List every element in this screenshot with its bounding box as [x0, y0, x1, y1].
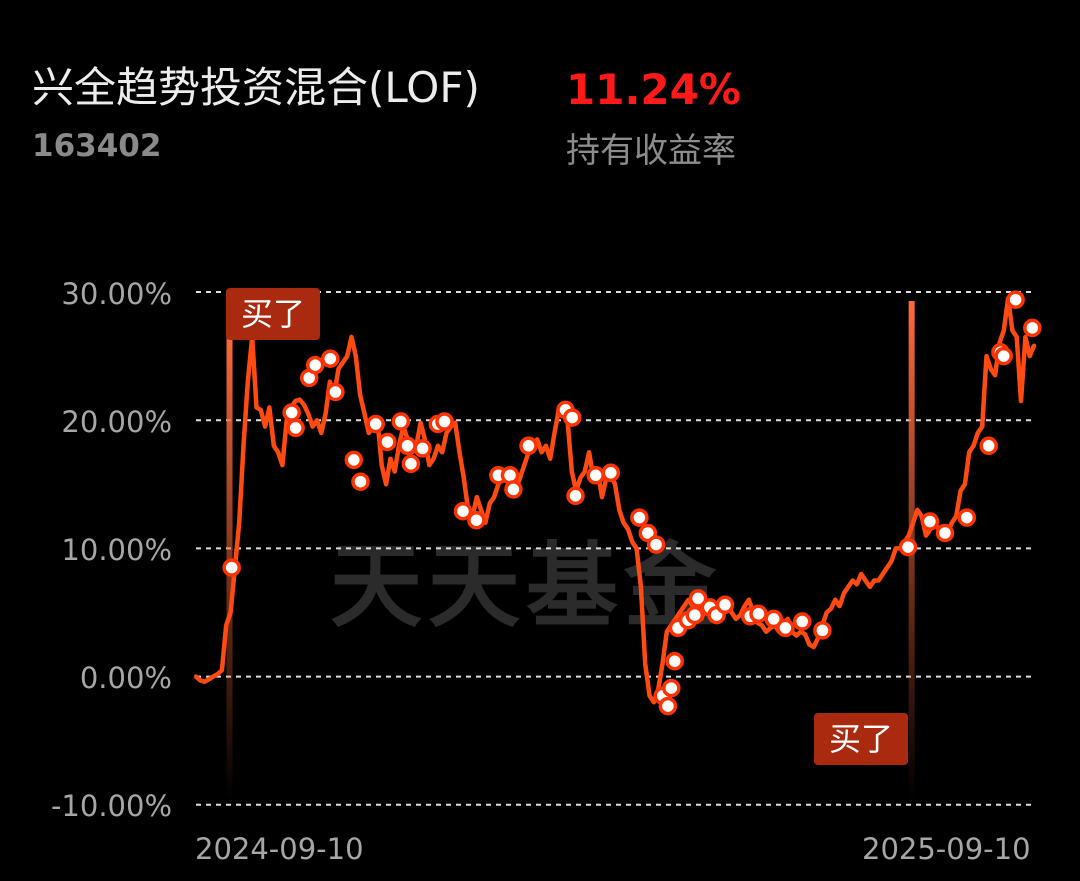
transaction-marker: [688, 589, 708, 608]
transaction-marker: [776, 618, 795, 638]
x-tick-label-start: 2024-09-10: [195, 832, 364, 866]
y-tick-label: -10.00%: [50, 789, 172, 823]
transaction-marker: [321, 349, 340, 368]
fund-name: 兴全趋势投资混合(LOF): [32, 63, 480, 112]
y-tick-label: 0.00%: [79, 661, 172, 695]
transaction-marker: [504, 480, 523, 499]
transaction-marker: [562, 408, 582, 427]
transaction-marker: [665, 651, 684, 671]
transaction-marker: [282, 403, 301, 422]
transaction-marker: [1023, 318, 1042, 338]
transaction-marker: [764, 609, 783, 629]
transaction-marker: [586, 466, 605, 485]
transaction-marker: [401, 454, 421, 474]
transaction-marker: [435, 412, 454, 431]
transaction-marker: [222, 558, 241, 577]
transaction-marker: [413, 439, 432, 458]
transaction-marker: [979, 436, 998, 456]
transaction-marker: [658, 696, 678, 716]
x-tick-label-end: 2025-09-10: [862, 832, 1031, 866]
transaction-marker: [646, 535, 666, 554]
transaction-marker: [662, 678, 681, 698]
transaction-marker: [920, 512, 940, 531]
transaction-marker: [685, 605, 705, 625]
holding-return-label: 持有收益率: [566, 131, 736, 171]
transaction-marker: [453, 501, 473, 521]
buy-tag[interactable]: 买了: [226, 288, 320, 340]
transaction-marker: [813, 621, 832, 640]
transaction-marker: [286, 418, 305, 438]
fund-code: 163402: [32, 128, 162, 164]
transaction-marker: [1006, 290, 1025, 309]
transaction-marker: [398, 436, 417, 456]
transaction-marker: [344, 450, 364, 470]
transaction-marker: [898, 537, 918, 557]
transaction-marker: [935, 523, 955, 543]
transaction-marker: [326, 382, 345, 402]
transaction-marker: [366, 414, 385, 434]
transaction-marker: [715, 595, 735, 615]
transaction-marker: [391, 412, 411, 431]
transaction-marker: [566, 486, 585, 506]
transaction-marker: [519, 436, 538, 456]
transaction-marker: [630, 508, 649, 527]
buy-tag[interactable]: 买了: [814, 713, 908, 765]
y-tick-label: 20.00%: [61, 405, 172, 439]
transaction-marker: [601, 463, 621, 483]
transaction-marker: [467, 510, 486, 530]
y-tick-label: 10.00%: [61, 533, 172, 567]
transaction-marker: [994, 346, 1013, 366]
transaction-marker: [378, 432, 397, 452]
transaction-marker: [305, 355, 325, 375]
y-tick-label: 30.00%: [61, 277, 172, 311]
transaction-marker: [957, 508, 977, 527]
transaction-marker: [351, 472, 370, 491]
holding-return-value: 11.24%: [566, 65, 741, 114]
transaction-marker: [749, 604, 768, 624]
transaction-marker: [792, 612, 812, 631]
